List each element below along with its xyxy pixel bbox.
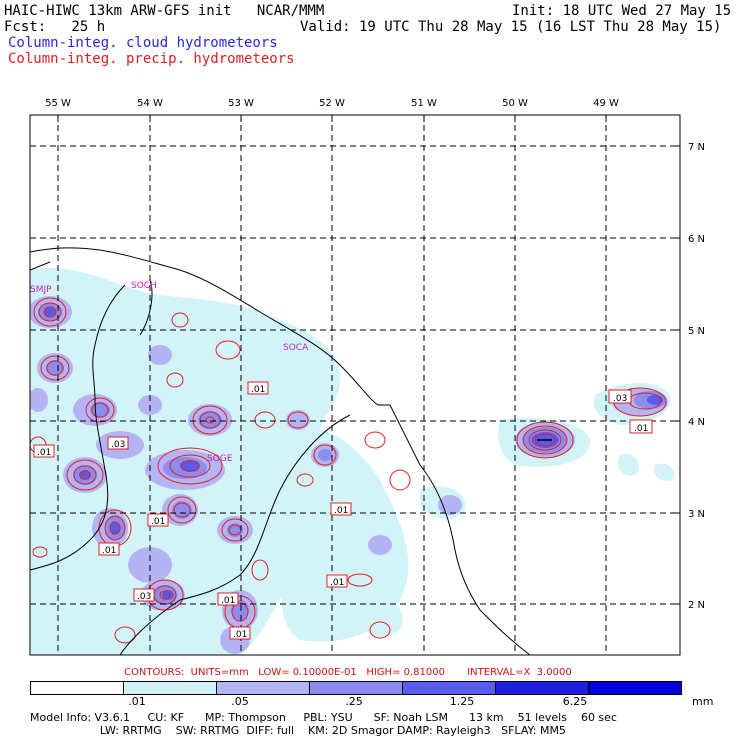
contour-info: CONTOURS: UNITS=mm LOW= 0.10000E-01 HIGH… [124, 667, 572, 678]
lon-label: 52 W [319, 98, 345, 109]
lon-label: 49 W [593, 98, 619, 109]
map-frame [29, 114, 681, 656]
lon-label: 53 W [228, 98, 254, 109]
contour-label: .01 [233, 630, 247, 640]
lat-label: 2 N [688, 600, 705, 611]
model-info-line2: LW: RRTMG SW: RRTMG DIFF: full KM: 2D Sm… [30, 724, 566, 737]
contour-label: .03 [613, 394, 627, 404]
colorbar-segment [403, 682, 496, 694]
lat-label: 6 N [688, 234, 705, 245]
contour-label: .01 [102, 546, 116, 556]
lon-label: 51 W [411, 98, 437, 109]
lat-label: 5 N [688, 326, 705, 337]
colorbar-segment [589, 682, 681, 694]
lat-lon-grid [30, 115, 680, 655]
lon-label: 54 W [137, 98, 163, 109]
station-label: SOCA [283, 343, 309, 353]
colorbar-segment [124, 682, 217, 694]
colorbar-segment [496, 682, 589, 694]
coastline [30, 247, 531, 655]
contour-label: .01 [334, 506, 348, 516]
colorbar-label: 1.25 [449, 695, 475, 708]
colorbar [30, 681, 682, 695]
contour-label: .01 [330, 578, 344, 588]
model-info-line1: Model Info: V3.6.1 CU: KF MP: Thompson P… [30, 711, 617, 724]
station-label: SOCH [131, 281, 157, 291]
precip-field-label: Column-integ. precip. hydrometeors [8, 51, 295, 67]
precip-contours [30, 297, 667, 644]
contour-label: .01 [151, 517, 165, 527]
lat-label: 3 N [688, 509, 705, 520]
init-time: Init: 18 UTC Wed 27 May 15 [512, 3, 732, 19]
colorbar-segment [31, 682, 124, 694]
contour-label: .01 [37, 448, 51, 458]
lat-label: 4 N [688, 417, 705, 428]
forecast-hour: Fcst: 25 h [4, 19, 106, 35]
contour-label: .01 [251, 385, 265, 395]
colorbar-label: .01 [128, 695, 146, 708]
lon-label: 55 W [45, 98, 71, 109]
colorbar-label: .25 [345, 695, 363, 708]
contour-label: .01 [634, 424, 648, 434]
contour-label: .01 [221, 596, 235, 606]
colorbar-label: .05 [231, 695, 249, 708]
contour-label: .03 [111, 440, 125, 450]
cloud-field-label: Column-integ. cloud hydrometeors [8, 35, 278, 51]
lon-label: 50 W [502, 98, 528, 109]
colorbar-label: 6.25 [562, 695, 588, 708]
lat-label: 7 N [688, 142, 705, 153]
colorbar-segment [310, 682, 403, 694]
contour-label: .03 [137, 592, 151, 602]
plot-title: HAIC-HIWC 13km ARW-GFS init NCAR/MMM [4, 3, 325, 19]
valid-time: Valid: 19 UTC Thu 28 May 15 (16 LST Thu … [300, 19, 722, 35]
tick-marks [57, 115, 680, 605]
station-label: SOGE [207, 454, 233, 464]
colorbar-segment [217, 682, 310, 694]
colorbar-units: mm [692, 695, 714, 708]
shaded-field [30, 267, 674, 655]
station-label: SMJP [30, 285, 52, 295]
